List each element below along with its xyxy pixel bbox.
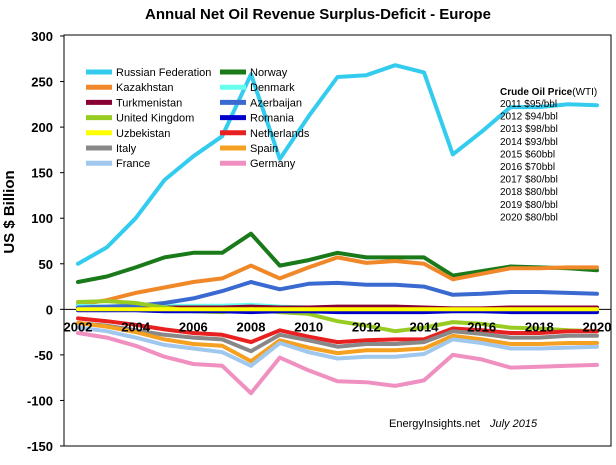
y-tick-label: 150 — [31, 166, 53, 181]
legend-item-united-kingdom: United Kingdom — [86, 113, 194, 125]
series-line-germany — [76, 331, 599, 396]
y-tick-label: -100 — [27, 393, 53, 408]
chart-title: Annual Net Oil Revenue Surplus-Deficit -… — [145, 6, 491, 23]
legend-label: Netherlands — [250, 128, 310, 140]
annotation-line: 2016 $70bbl — [500, 162, 555, 173]
annotation-line: 2017 $80/bbl — [500, 175, 558, 186]
y-tick-label: 200 — [31, 120, 53, 135]
x-tick-label: 2002 — [64, 319, 93, 334]
y-tick-label: 250 — [31, 75, 53, 90]
legend-label: Norway — [250, 67, 288, 79]
legend-label: Germany — [250, 158, 296, 170]
annotation-line: 2020 $80/bbl — [500, 212, 558, 223]
series-line-kazakhstan — [76, 255, 599, 307]
legend-item-kazakhstan: Kazakhstan — [86, 82, 173, 94]
annotation-heading: Crude Oil Price(WTI) — [500, 87, 597, 98]
legend-item-romania: Romania — [220, 113, 295, 125]
annotation-line: 2011 $95/bbl — [500, 99, 557, 110]
legend-label: France — [116, 158, 150, 170]
legend-label: Turkmenistan — [116, 97, 182, 109]
x-tick-label: 2008 — [237, 319, 266, 334]
series-line-france — [76, 325, 599, 368]
series-line-spain — [76, 321, 599, 364]
x-tick-label: 2018 — [525, 319, 554, 334]
y-tick-label: 50 — [39, 257, 53, 272]
legend-label: Italy — [116, 143, 137, 155]
y-axis-label: US $ Billion — [1, 170, 18, 253]
y-tick-label: -50 — [34, 348, 53, 363]
legend-label: Kazakhstan — [116, 82, 173, 94]
legend-label: Russian Federation — [116, 67, 211, 79]
legend-item-netherlands: Netherlands — [220, 128, 310, 140]
legend-label: United Kingdom — [116, 113, 194, 125]
y-tick-label: -150 — [27, 439, 53, 454]
legend-item-france: France — [86, 158, 150, 170]
legend-item-azerbaijan: Azerbaijan — [220, 97, 302, 109]
legend-item-russian-federation: Russian Federation — [86, 67, 211, 79]
legend-item-norway: Norway — [220, 67, 288, 79]
legend-label: Spain — [250, 143, 278, 155]
x-tick-label: 2020 — [583, 319, 612, 334]
x-tick-label: 2006 — [179, 319, 208, 334]
legend-label: Uzbekistan — [116, 128, 170, 140]
annotation-line: 2013 $98/bbl — [500, 124, 558, 135]
legend-item-italy: Italy — [86, 143, 137, 155]
annotation-line: 2018 $80/bbl — [500, 187, 558, 198]
legend-label: Romania — [250, 113, 295, 125]
series-line-italy — [76, 321, 599, 354]
series-line-azerbaijan — [76, 280, 599, 310]
legend-item-spain: Spain — [220, 143, 278, 155]
x-tick-label: 2014 — [410, 319, 440, 334]
x-tick-label: 2004 — [121, 319, 151, 334]
plot-area — [63, 34, 612, 447]
legend-item-uzbekistan: Uzbekistan — [86, 128, 170, 140]
annotation-line: 2015 $60bbl — [500, 149, 555, 160]
legend-label: Denmark — [250, 82, 295, 94]
legend-item-denmark: Denmark — [220, 82, 295, 94]
y-tick-label: 100 — [31, 211, 53, 226]
credit-date: July 2015 — [489, 418, 538, 430]
y-tick-label: 0 — [46, 302, 53, 317]
series-line-netherlands — [76, 316, 599, 345]
x-tick-label: 2010 — [294, 319, 323, 334]
annotation-line: 2019 $80/bbl — [500, 200, 558, 211]
legend-item-germany: Germany — [220, 158, 296, 170]
annotation-line: 2012 $94/bbl — [500, 112, 558, 123]
y-tick-label: 300 — [31, 29, 53, 44]
legend-item-turkmenistan: Turkmenistan — [86, 97, 182, 109]
credit-text: EnergyInsights.net — [389, 418, 480, 430]
x-tick-label: 2016 — [467, 319, 496, 334]
series-line-russian-federation — [76, 63, 599, 266]
legend-label: Azerbaijan — [250, 97, 302, 109]
annotation-line: 2014 $93/bbl — [500, 137, 558, 148]
x-tick-label: 2012 — [352, 319, 381, 334]
